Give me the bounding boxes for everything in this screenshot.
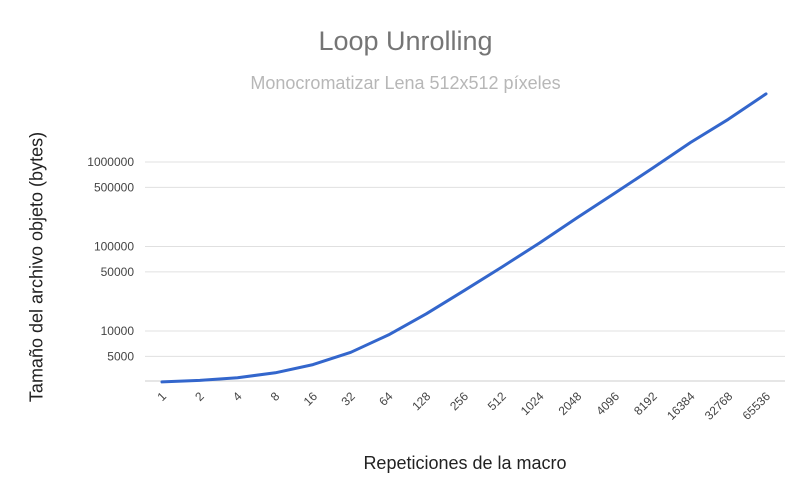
x-tick-label: 512	[485, 389, 509, 413]
x-tick-label: 4096	[593, 389, 622, 418]
x-tick-label: 1024	[518, 389, 547, 418]
x-tick-label: 65536	[740, 389, 774, 423]
y-tick-label: 500000	[94, 180, 134, 194]
y-tick-labels: 5000 10000 50000 100000 500000 1000000	[87, 155, 134, 363]
series-layer	[160, 92, 768, 384]
x-tick-label: 8192	[631, 389, 660, 418]
x-tick-label: 256	[447, 389, 471, 413]
chart-subtitle: Monocromatizar Lena 512x512 píxeles	[250, 73, 561, 93]
x-tick-label: 8	[268, 389, 283, 404]
x-tick-label: 2048	[556, 389, 585, 418]
x-tick-label: 128	[409, 389, 433, 413]
x-tick-label: 16	[301, 389, 321, 409]
x-tick-labels: 1 2 4 8 16 32 64 128 256 512 1024 2048 4096 8192 16384…	[154, 389, 773, 423]
y-tick-label: 50000	[101, 265, 135, 279]
x-tick-label: 2	[192, 389, 207, 404]
y-tick-label: 10000	[101, 324, 135, 338]
x-tick-label: 4	[230, 389, 245, 404]
series-line	[160, 92, 768, 384]
x-tick-label: 64	[376, 389, 396, 409]
chart-title: Loop Unrolling	[318, 26, 493, 56]
x-tick-label: 16384	[664, 389, 698, 423]
x-tick-label: 32	[339, 389, 359, 409]
x-tick-label: 32768	[702, 389, 736, 423]
gridlines	[145, 161, 785, 382]
x-axis-label: Repeticiones de la macro	[363, 453, 567, 473]
x-tick-label: 1	[154, 389, 169, 404]
y-tick-label: 1000000	[87, 155, 134, 169]
y-tick-label: 100000	[94, 240, 134, 254]
y-tick-label: 5000	[107, 349, 134, 363]
